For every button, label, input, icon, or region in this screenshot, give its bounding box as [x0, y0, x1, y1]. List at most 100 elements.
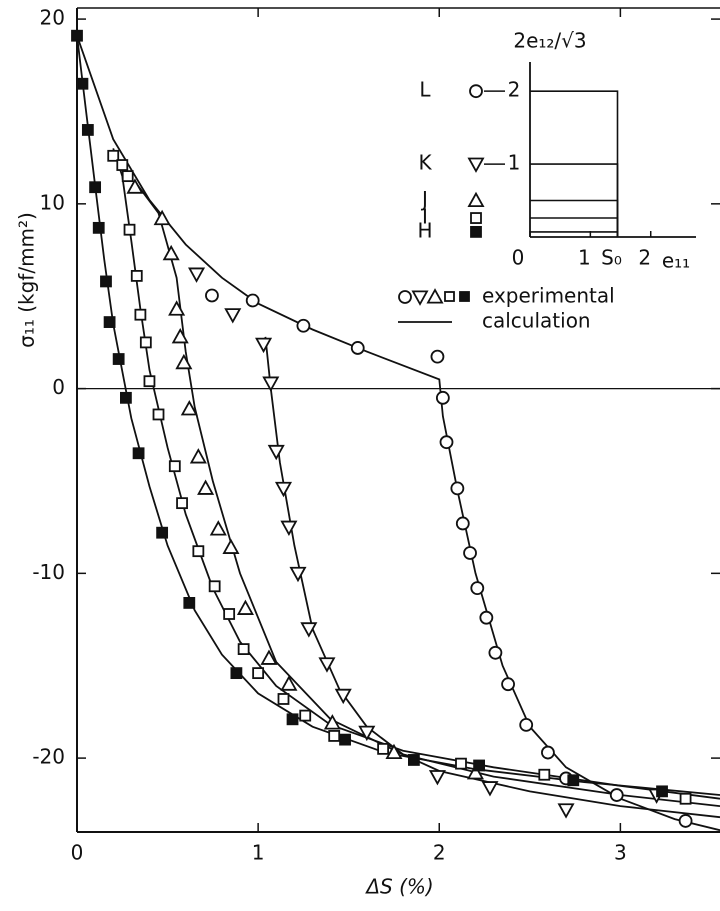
marker	[183, 597, 196, 609]
marker	[236, 599, 254, 615]
marker	[296, 318, 311, 333]
marker	[162, 244, 180, 261]
marker	[134, 308, 147, 321]
marker	[209, 520, 227, 536]
marker	[557, 803, 575, 819]
marker	[567, 774, 580, 787]
marker	[230, 667, 243, 680]
marker	[541, 745, 555, 760]
marker	[385, 743, 403, 760]
marker	[538, 768, 551, 781]
marker	[300, 622, 318, 638]
marker	[260, 649, 278, 665]
y-axis-label: σ₁₁ (kgf/mm²)	[15, 212, 39, 348]
marker	[255, 337, 273, 354]
marker	[609, 788, 624, 802]
series-name: K	[418, 151, 432, 175]
marker	[89, 181, 102, 194]
marker	[439, 435, 454, 450]
marker	[323, 714, 341, 730]
inset-x-tick-label: 1	[578, 246, 591, 270]
series-name: L	[419, 78, 431, 102]
marker	[289, 566, 307, 583]
legend-marker	[469, 84, 483, 99]
marker	[435, 390, 450, 405]
y-tick-label: 20	[40, 6, 65, 30]
marker	[450, 481, 465, 496]
marker	[267, 444, 285, 461]
marker	[132, 447, 145, 460]
marker	[350, 341, 365, 355]
marker	[223, 608, 236, 620]
marker	[92, 221, 105, 234]
series-name: I	[422, 205, 428, 229]
legend-marker	[467, 191, 485, 208]
marker	[189, 448, 207, 464]
marker	[126, 178, 144, 194]
marker	[678, 814, 693, 828]
marker	[192, 545, 205, 558]
legend-marker	[459, 291, 470, 302]
marker	[299, 709, 312, 722]
legend-marker	[470, 225, 482, 238]
legend-marker	[470, 212, 482, 224]
marker	[153, 209, 171, 226]
x-axis-label: ΔS (%)	[364, 875, 433, 899]
marker	[274, 481, 293, 498]
marker	[175, 353, 193, 370]
marker	[488, 645, 503, 660]
marker	[123, 223, 136, 236]
marker	[112, 353, 125, 365]
marker	[430, 349, 445, 364]
inset-x-tick-label: 0	[512, 246, 525, 270]
inset-x-label: e₁₁	[662, 249, 690, 273]
marker	[519, 717, 534, 732]
marker	[466, 764, 485, 780]
marker	[81, 124, 94, 136]
marker	[377, 742, 390, 755]
marker	[156, 526, 169, 539]
marker	[224, 308, 242, 324]
x-tick-label: 2	[433, 841, 446, 865]
marker	[245, 293, 260, 308]
marker	[120, 391, 132, 404]
marker	[107, 149, 120, 162]
marker	[139, 336, 152, 349]
marker	[188, 267, 206, 283]
marker	[479, 610, 494, 625]
marker	[455, 757, 467, 770]
series-name: H	[417, 218, 432, 242]
marker	[280, 675, 298, 691]
marker	[262, 376, 280, 392]
inset-x-tick-label: 2	[638, 246, 651, 270]
marker	[481, 781, 499, 797]
marker	[428, 770, 446, 786]
x-tick-label: 0	[71, 841, 84, 865]
marker	[358, 725, 376, 742]
y-tick-label: 0	[52, 375, 65, 399]
marker	[318, 657, 336, 673]
marker	[407, 754, 420, 766]
legend-label: experimental	[482, 284, 615, 308]
marker	[208, 580, 221, 593]
marker	[679, 792, 692, 805]
marker	[277, 693, 290, 705]
marker	[463, 546, 477, 560]
legend-marker	[426, 288, 444, 304]
loading-path	[530, 231, 619, 237]
marker	[168, 300, 186, 316]
marker	[76, 77, 89, 90]
inset-y-tick-label: 1	[508, 151, 521, 175]
x-tick-label: 1	[252, 841, 265, 865]
marker	[205, 288, 219, 303]
marker	[180, 400, 198, 416]
marker	[152, 408, 165, 421]
legend-label: calculation	[482, 309, 591, 333]
marker	[116, 159, 129, 171]
marker	[501, 677, 515, 692]
legend-marker	[398, 290, 412, 304]
legend-marker	[444, 291, 455, 302]
marker	[470, 581, 485, 596]
